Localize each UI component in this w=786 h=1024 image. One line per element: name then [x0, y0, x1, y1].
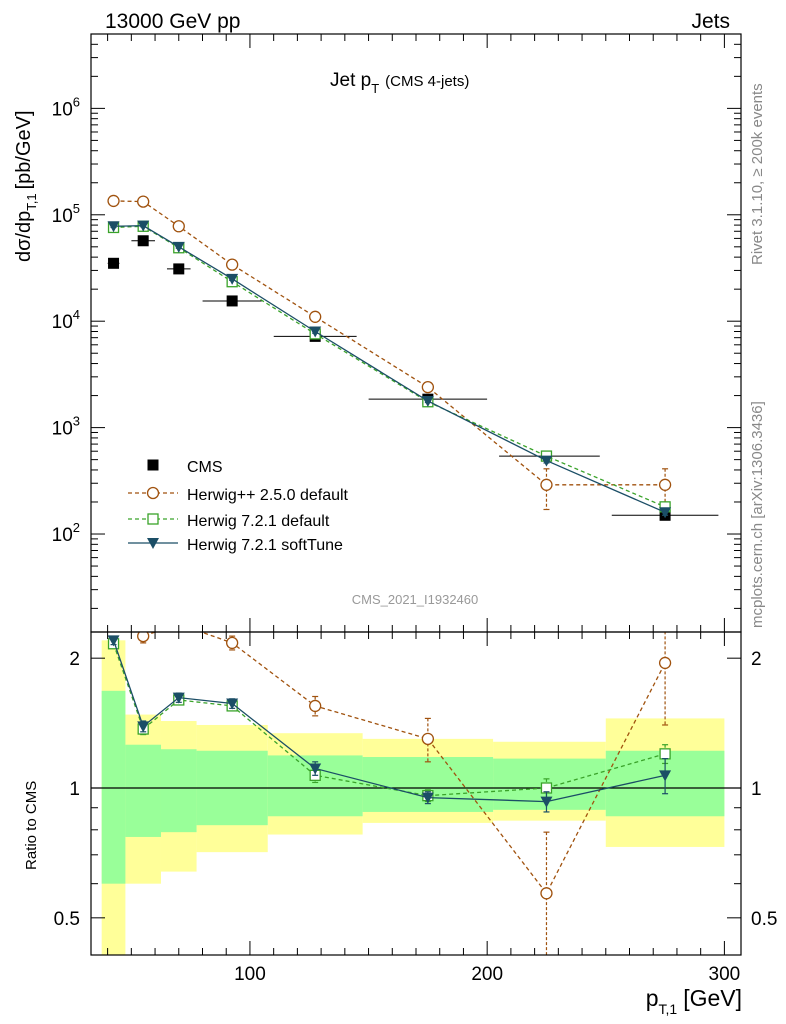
ratio-herwig-7-2-1-softtune-point — [309, 763, 322, 775]
rivet-label: Rivet 3.1.10, ≥ 200k events — [749, 83, 766, 265]
ratio-ytick-label: 2 — [69, 649, 80, 670]
ratio-ytick-label: 1 — [69, 779, 80, 800]
ratio-ytick-label-right: 0.5 — [751, 909, 777, 930]
herwig-2-5-0-default-point — [309, 310, 322, 323]
legend: CMS Herwig++ 2.5.0 default Herwig 7.2.1 … — [128, 459, 349, 554]
ratio-herwig-2-5-0-default-point — [540, 887, 553, 900]
ratio-ytick-label-right: 1 — [751, 779, 762, 800]
ratio-herwig-7-2-1-softtune-point — [226, 698, 239, 710]
herwig-2-5-0-default-point — [107, 194, 120, 208]
ratio-herwig-2-5-0-default-point — [137, 632, 150, 643]
ratio-herwig-7-2-1-softtune-point — [137, 721, 150, 733]
herwig-7-2-1-softtune-point — [137, 220, 150, 232]
main-ylabel: dσ/dpT,1[pb/GeV] — [13, 110, 39, 262]
legend-cms-marker — [147, 459, 159, 471]
ratio-herwig-7-2-1-softtune-point — [540, 796, 553, 808]
main-ytick-label: 104 — [52, 307, 80, 333]
main-panel: 102 103 104 105 106 — [52, 33, 742, 633]
main-title: Jet pT (CMS 4-jets) — [330, 70, 469, 96]
analysis-watermark: CMS_2021_I1932460 — [352, 592, 479, 607]
ratio-herwig-2-5-0-default-point — [658, 656, 672, 670]
herwig-2-5-0-default-line — [113, 200, 666, 486]
herwig-2-5-0-default-point — [658, 478, 672, 491]
herwig-7-2-1-softtune-point — [309, 326, 322, 338]
legend-herwig721-label: Herwig 7.2.1 default — [187, 513, 330, 530]
herwig-2-5-0-default-point — [225, 258, 239, 271]
main-ytick-label: 103 — [52, 414, 80, 440]
ratio-ytick-label-right: 2 — [751, 649, 762, 670]
cms-point — [108, 257, 120, 269]
ratio-panel: 0.5 0.5 1 1 2 2 100 200 300 — [54, 577, 777, 985]
herwig-7-2-1-softtune-point — [172, 241, 185, 253]
uncertainty-band-inner — [125, 744, 161, 837]
header-process: Jets — [691, 10, 730, 33]
x-axis-label: pT,1 [GeV] — [646, 985, 742, 1017]
xtick-label: 300 — [709, 964, 741, 985]
herwig-7-2-1-softtune-point — [421, 395, 434, 407]
ratio-herwig-2-5-0-default-line — [140, 632, 666, 895]
ratio-herwig-2-5-0-default-point — [225, 636, 239, 650]
main-ytick-label: 106 — [52, 94, 80, 120]
uncertainty-band-inner — [101, 690, 126, 884]
herwig-7-2-1-softtune-point — [659, 507, 672, 519]
ratio-herwig-2-5-0-default-point — [309, 699, 322, 713]
ratio-herwig-7-2-1-softtune-point — [421, 792, 434, 804]
ratio-herwig-7-2-1-default-line — [112, 643, 666, 797]
legend-softtune-label: Herwig 7.2.1 softTune — [187, 537, 343, 554]
legend-herwig-7-2-1-default-marker — [147, 513, 159, 525]
cms-point — [173, 263, 185, 275]
mcplots-label: mcplots.cern.ch [arXiv:1306.3436] — [749, 401, 766, 628]
herwig-7-2-1-softtune-point — [107, 221, 120, 233]
xtick-label: 100 — [234, 964, 266, 985]
ratio-herwig-7-2-1-softtune-line — [112, 640, 666, 803]
legend-herwig-7-2-1-softtune-marker — [147, 538, 159, 549]
herwig-7-2-1-softtune-point — [540, 455, 553, 467]
main-ytick-label: 105 — [52, 201, 80, 227]
ratio-herwig-7-2-1-softtune-point — [107, 635, 120, 647]
main-data — [107, 194, 719, 521]
cms-point — [226, 295, 238, 307]
herwig-2-5-0-default-point — [540, 478, 553, 491]
herwig-2-5-0-default-point — [421, 380, 435, 394]
ratio-herwig-2-5-0-default-point — [421, 732, 435, 746]
main-ytick-label: 102 — [52, 520, 80, 546]
ratio-data — [91, 577, 741, 955]
herwig-7-2-1-softtune-point — [226, 273, 239, 285]
herwig-2-5-0-default-point — [137, 195, 150, 208]
cms-point — [137, 235, 149, 247]
herwig-7-2-1-softtune-line — [113, 225, 666, 513]
uncertainty-band-inner — [160, 749, 197, 833]
legend-cms-label: CMS — [187, 459, 223, 476]
ratio-ytick-label: 0.5 — [54, 909, 80, 930]
ratio-herwig-2-5-0-default-point — [108, 577, 119, 588]
legend-herwig-2-5-0-default-marker — [146, 486, 160, 500]
header-energy: 13000 GeV pp — [105, 10, 240, 33]
ratio-herwig-7-2-1-softtune-point — [659, 770, 672, 782]
herwig-2-5-0-default-point — [172, 220, 185, 233]
ratio-herwig-7-2-1-softtune-point — [172, 692, 185, 704]
xtick-label: 200 — [471, 964, 503, 985]
ratio-herwig-7-2-1-default-point — [659, 748, 671, 760]
ratio-ylabel: Ratio to CMS — [23, 781, 40, 870]
legend-herwigpp-label: Herwig++ 2.5.0 default — [187, 487, 349, 504]
